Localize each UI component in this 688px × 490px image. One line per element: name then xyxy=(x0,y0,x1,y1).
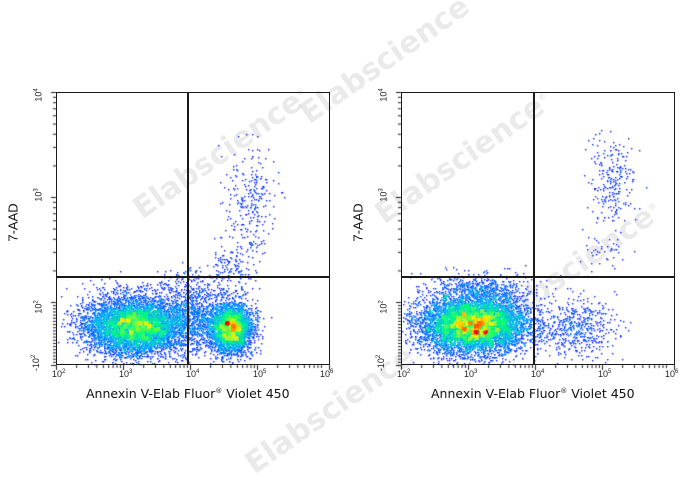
dot-plot-canvas xyxy=(0,0,688,420)
y-tick-label: 102 xyxy=(378,300,389,314)
x-tick-label: 103 xyxy=(464,369,478,379)
y-tick-label: -102 xyxy=(376,354,387,372)
quadrant-gate-vertical[interactable] xyxy=(533,92,535,365)
x-tick-label: 105 xyxy=(598,369,612,379)
y-axis-label: 7-AAD xyxy=(350,203,366,242)
flow-plot-right: 7-AAD 104 103 102 -102 102 103 104 105 1… xyxy=(0,0,688,420)
quadrant-gate-horizontal[interactable] xyxy=(401,276,675,278)
y-tick-label: 103 xyxy=(378,188,389,202)
y-tick-label: 104 xyxy=(378,88,389,102)
x-tick-label: 106 xyxy=(665,369,679,379)
x-tick-label: 104 xyxy=(531,369,545,379)
x-axis-label: Annexin V-Elab Fluor® Violet 450 xyxy=(431,386,635,401)
x-tick-label: 102 xyxy=(397,369,411,379)
